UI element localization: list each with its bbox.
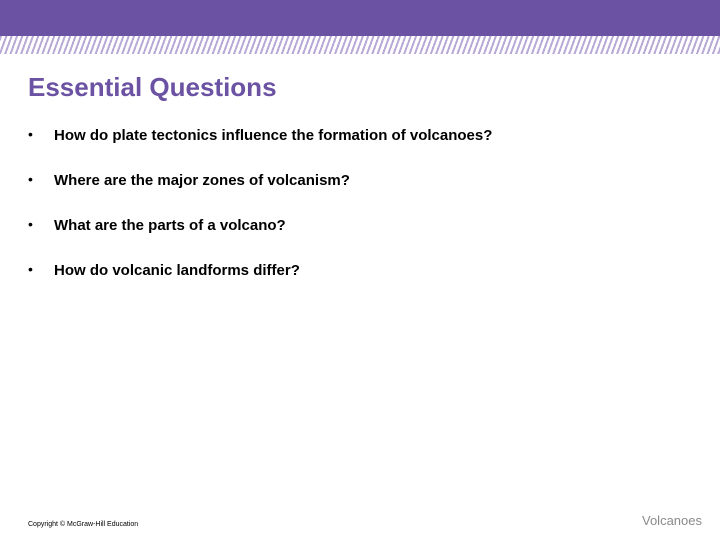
list-item: • What are the parts of a volcano?	[28, 215, 692, 236]
bullet-icon: •	[28, 260, 54, 280]
header-bar	[0, 0, 720, 36]
footer-topic-text: Volcanoes	[642, 513, 702, 528]
bullet-icon: •	[28, 170, 54, 190]
question-text: How do volcanic landforms differ?	[54, 260, 300, 281]
bullet-icon: •	[28, 215, 54, 235]
question-text: Where are the major zones of volcanism?	[54, 170, 350, 191]
copyright-text: Copyright © McGraw-Hill Education	[28, 521, 138, 528]
question-list: • How do plate tectonics influence the f…	[28, 125, 692, 281]
bullet-icon: •	[28, 125, 54, 145]
question-text: How do plate tectonics influence the for…	[54, 125, 492, 146]
hatch-pattern-bar	[0, 36, 720, 54]
question-text: What are the parts of a volcano?	[54, 215, 286, 236]
list-item: • How do volcanic landforms differ?	[28, 260, 692, 281]
slide-content: Essential Questions • How do plate tecto…	[0, 54, 720, 281]
list-item: • How do plate tectonics influence the f…	[28, 125, 692, 146]
slide-title: Essential Questions	[28, 72, 692, 103]
list-item: • Where are the major zones of volcanism…	[28, 170, 692, 191]
slide-footer: Copyright © McGraw-Hill Education Volcan…	[0, 513, 720, 528]
